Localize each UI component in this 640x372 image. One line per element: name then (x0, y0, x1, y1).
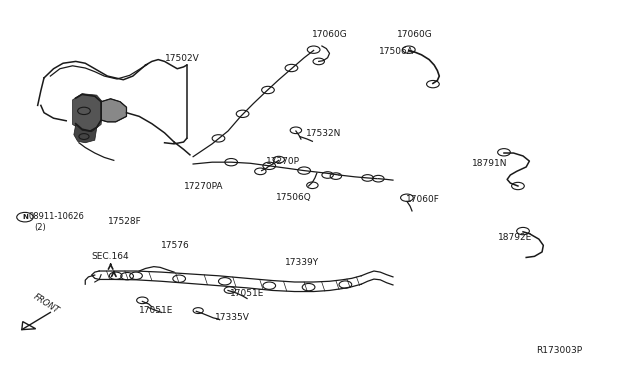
Polygon shape (101, 99, 127, 122)
Text: 17270PA: 17270PA (184, 183, 223, 192)
Text: 17060F: 17060F (406, 195, 440, 204)
Text: 17335V: 17335V (215, 312, 250, 321)
Text: 08911-10626: 08911-10626 (28, 212, 84, 221)
Text: (2): (2) (35, 223, 46, 232)
Text: R173003P: R173003P (536, 346, 582, 355)
Text: 18792E: 18792E (498, 233, 532, 242)
Text: 17502V: 17502V (164, 54, 199, 63)
Text: 17051E: 17051E (230, 289, 264, 298)
Circle shape (17, 212, 33, 222)
Text: 17532N: 17532N (306, 129, 341, 138)
Polygon shape (72, 94, 103, 132)
Text: 17270P: 17270P (266, 157, 300, 166)
Text: SEC.164: SEC.164 (92, 252, 129, 261)
Text: 17339Y: 17339Y (285, 258, 319, 267)
Text: FRONT: FRONT (31, 292, 60, 315)
Text: 17051E: 17051E (139, 306, 173, 315)
Text: N: N (22, 214, 28, 220)
Text: 17060G: 17060G (397, 31, 433, 39)
Text: 17506A: 17506A (379, 47, 414, 56)
Text: 17060G: 17060G (312, 31, 348, 39)
Text: 17576: 17576 (161, 241, 190, 250)
Text: 17506Q: 17506Q (276, 193, 311, 202)
Text: 18791N: 18791N (472, 160, 508, 169)
Text: 17528F: 17528F (108, 217, 141, 226)
Polygon shape (74, 125, 97, 143)
